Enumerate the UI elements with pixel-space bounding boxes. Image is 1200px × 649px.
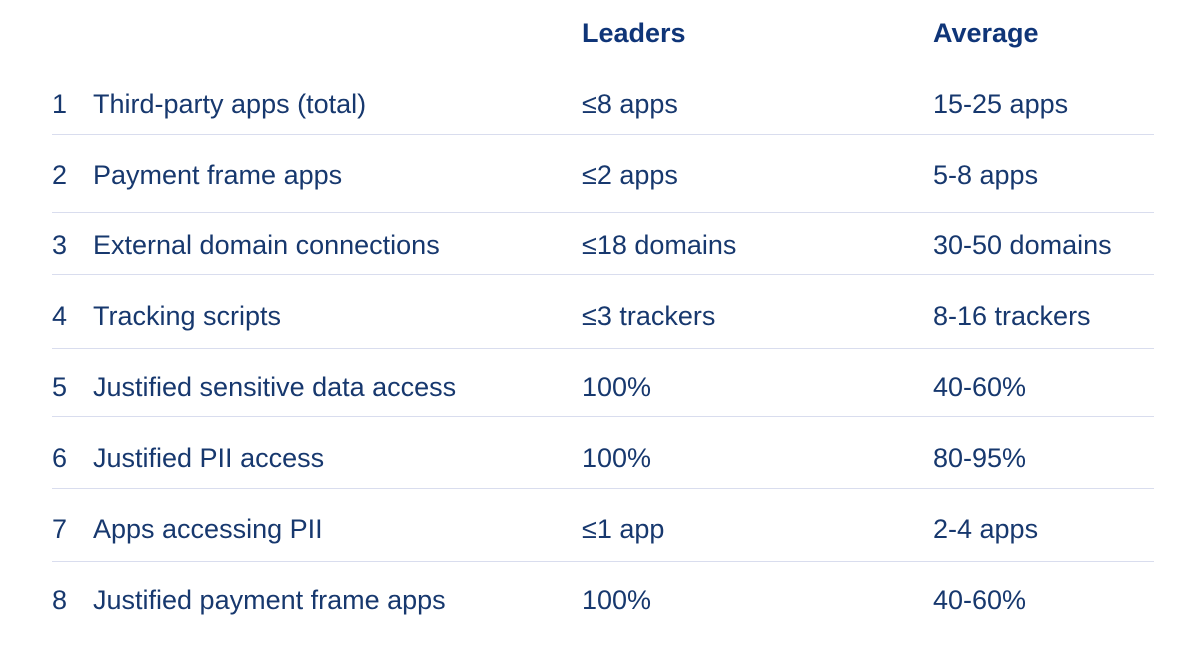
- metric-label: Justified PII access: [93, 443, 325, 473]
- column-header: Average: [933, 18, 1039, 48]
- leaders-value: 100%: [582, 585, 652, 615]
- row-separator: [52, 348, 1154, 349]
- row-number: 5: [52, 372, 68, 402]
- row-number: 6: [52, 443, 68, 473]
- leaders-value: 100%: [582, 443, 652, 473]
- row-separator: [52, 134, 1154, 135]
- metric-label: Justified payment frame apps: [93, 585, 446, 615]
- column-header: Leaders: [582, 18, 686, 48]
- average-value: 5-8 apps: [933, 160, 1039, 190]
- row-number: 3: [52, 230, 68, 260]
- row-separator: [52, 416, 1154, 417]
- leaders-value: 100%: [582, 372, 652, 402]
- row-separator: [52, 212, 1154, 213]
- average-value: 30-50 domains: [933, 230, 1112, 260]
- leaders-value: ≤1 app: [582, 514, 665, 544]
- average-value: 2-4 apps: [933, 514, 1039, 544]
- row-separator: [52, 561, 1154, 562]
- row-separator: [52, 488, 1154, 489]
- metric-label: Payment frame apps: [93, 160, 343, 190]
- metric-label: Apps accessing PII: [93, 514, 323, 544]
- average-value: 40-60%: [933, 372, 1027, 402]
- leaders-value: ≤2 apps: [582, 160, 678, 190]
- metric-label: External domain connections: [93, 230, 440, 260]
- average-value: 15-25 apps: [933, 89, 1069, 119]
- row-number: 8: [52, 585, 68, 615]
- leaders-value: ≤18 domains: [582, 230, 737, 260]
- leaders-value: ≤3 trackers: [582, 301, 716, 331]
- leaders-value: ≤8 apps: [582, 89, 678, 119]
- metric-label: Tracking scripts: [93, 301, 282, 331]
- average-value: 80-95%: [933, 443, 1027, 473]
- row-number: 2: [52, 160, 68, 190]
- row-number: 4: [52, 301, 68, 331]
- metric-label: Third-party apps (total): [93, 89, 367, 119]
- row-number: 7: [52, 514, 68, 544]
- row-number: 1: [52, 89, 68, 119]
- metric-label: Justified sensitive data access: [93, 372, 457, 402]
- row-separator: [52, 274, 1154, 275]
- average-value: 8-16 trackers: [933, 301, 1091, 331]
- average-value: 40-60%: [933, 585, 1027, 615]
